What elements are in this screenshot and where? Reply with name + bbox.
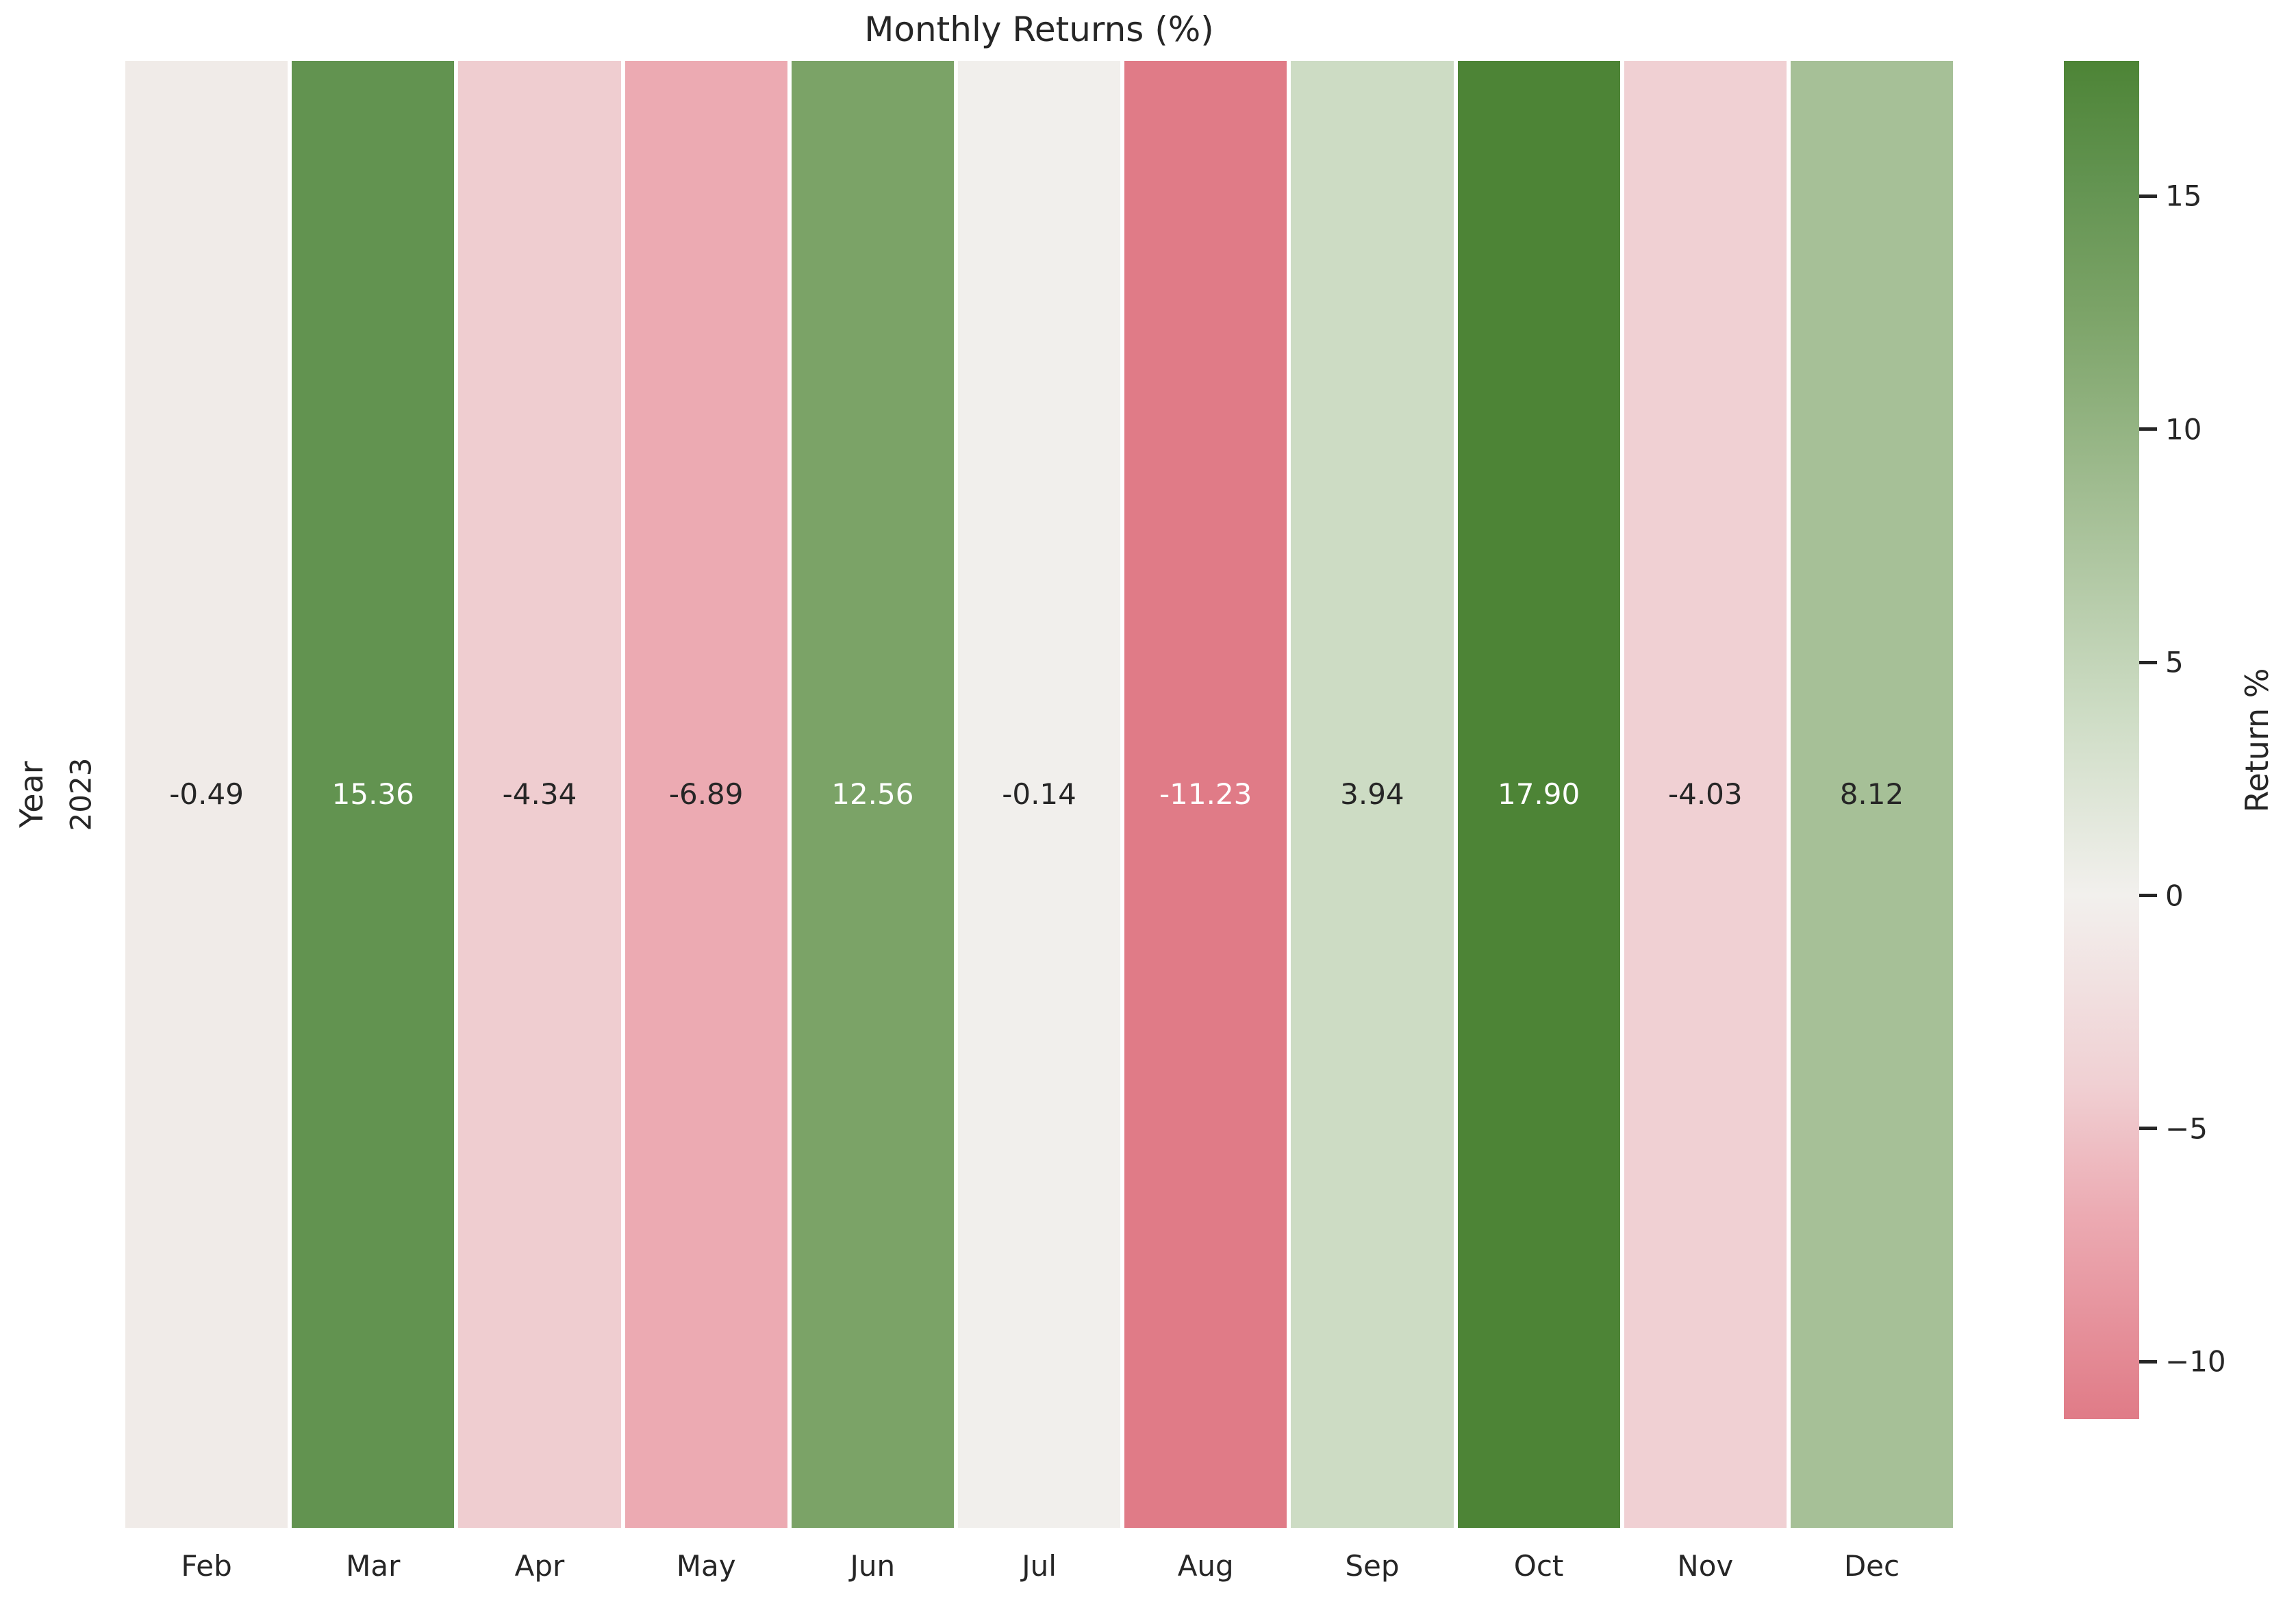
colorbar-tick-mark (2139, 1359, 2157, 1364)
colorbar-tick-label: 5 (2165, 645, 2184, 679)
heatmap-cell-aug: -11.23 (1124, 61, 1287, 1528)
colorbar-tick-label: −5 (2165, 1111, 2208, 1146)
heatmap-cell-nov: -4.03 (1624, 61, 1787, 1528)
cell-value: 17.90 (1497, 777, 1580, 811)
heatmap-cell-jul: -0.14 (957, 61, 1121, 1528)
chart-title: Monthly Returns (%) (864, 10, 1214, 49)
cell-value: -0.14 (1002, 777, 1076, 811)
x-tick-label-apr: Apr (514, 1549, 565, 1583)
x-tick-label-jun: Jun (850, 1549, 896, 1583)
heatmap-cell-apr: -4.34 (458, 61, 621, 1528)
heatmap-grid: -0.49 15.36 -4.34 -6.89 12.56 -0.14 -11.23 3.94… (125, 61, 1954, 1528)
cell-value: 3.94 (1340, 777, 1404, 811)
colorbar-tick-label: 15 (2165, 179, 2202, 213)
x-tick-label-sep: Sep (1345, 1549, 1400, 1583)
colorbar-tick-label: 0 (2165, 879, 2184, 913)
colorbar-label: Return % (2238, 668, 2275, 813)
colorbar-tick-mark (2139, 427, 2157, 431)
cell-value: -6.89 (668, 777, 744, 811)
heatmap-cell-may: -6.89 (625, 61, 787, 1528)
colorbar-tick-mark (2139, 194, 2157, 198)
cell-value: 15.36 (331, 777, 414, 811)
y-axis-label: Year (13, 761, 50, 828)
cell-value: -0.49 (169, 777, 244, 811)
x-tick-label-mar: Mar (346, 1549, 401, 1583)
x-tick-label-may: May (676, 1549, 736, 1583)
colorbar-tick-label: −10 (2165, 1344, 2226, 1379)
colorbar-tick-mark (2139, 1127, 2157, 1131)
heatmap-cell-feb: -0.49 (125, 61, 288, 1528)
x-tick-label-feb: Feb (181, 1549, 232, 1583)
cell-value: 12.56 (831, 777, 914, 811)
cell-value: -4.03 (1667, 777, 1743, 811)
x-tick-label-nov: Nov (1677, 1549, 1734, 1583)
cell-value: 8.12 (1839, 777, 1904, 811)
colorbar-tick-mark (2139, 894, 2157, 898)
cell-value: -4.34 (502, 777, 577, 811)
heatmap-cell-oct: 17.90 (1457, 61, 1620, 1528)
x-tick-label-aug: Aug (1177, 1549, 1234, 1583)
heatmap-cell-dec: 8.12 (1790, 61, 1954, 1528)
cell-value: -11.23 (1159, 777, 1252, 811)
y-tick-label-2023: 2023 (64, 757, 98, 831)
heatmap-cell-mar: 15.36 (292, 61, 455, 1528)
colorbar-gradient (2064, 61, 2139, 1419)
heatmap-cell-jun: 12.56 (791, 61, 954, 1528)
x-tick-label-jul: Jul (1022, 1549, 1057, 1583)
x-tick-label-oct: Oct (1513, 1549, 1564, 1583)
colorbar-tick-label: 10 (2165, 412, 2202, 447)
x-axis-tick-labels: Feb Mar Apr May Jun Jul Aug Sep Oct Nov Dec (125, 1549, 1953, 1583)
x-tick-label-dec: Dec (1843, 1549, 1900, 1583)
colorbar-tick-mark (2139, 660, 2157, 664)
heatmap-cell-sep: 3.94 (1291, 61, 1454, 1528)
